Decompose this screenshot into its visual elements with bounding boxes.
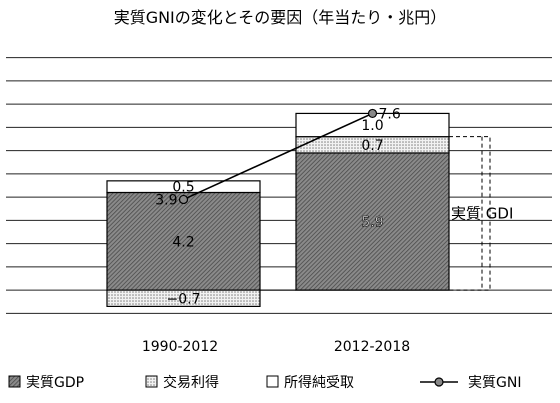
bars (106, 112, 450, 307)
gni-point (178, 194, 189, 205)
gni-line (178, 108, 378, 205)
data-label-income: 1.0 (361, 118, 383, 134)
x-tick-label: 1990-2012 (142, 339, 218, 355)
data-label-gdp: 4.2 (172, 234, 194, 250)
data-label-trade: −0.7 (167, 291, 201, 307)
chart-title: 実質GNIの変化とその要因（年当たり・兆円） (114, 8, 447, 27)
legend-label-trade: 交易利得 (163, 374, 219, 391)
bar-segment-gdp (295, 152, 450, 291)
x-tick-label: 2012-2018 (334, 339, 410, 355)
legend-swatch-trade (145, 375, 158, 388)
gni-point (367, 108, 378, 119)
legend-swatch-marker (434, 377, 444, 387)
grid (6, 57, 552, 314)
data-label-trade: 0.7 (361, 138, 383, 154)
data-label-gni: 3.9 (155, 192, 177, 208)
gni-series-line (183, 112, 373, 201)
bar-segment-trade (106, 289, 261, 307)
data-labels: 4.2 5.9 −0.7 0.7 0.5 1.0 3.9 7.6 (155, 106, 401, 307)
legend-label-income: 所得純受取 (284, 374, 354, 391)
legend: 実質GDP 交易利得 所得純受取 実質GNI (8, 374, 521, 391)
data-label-income: 0.5 (172, 180, 194, 196)
legend-swatch-income (266, 375, 279, 388)
gdi-annotation: 実質 GDI (449, 136, 513, 291)
legend-label-gdp: 実質GDP (26, 375, 84, 391)
bar-segment-income (106, 180, 261, 194)
bar-segment-gdp (106, 191, 261, 291)
data-label-gni: 7.6 (379, 106, 401, 122)
data-label-gdp: 5.9 (361, 215, 383, 231)
legend-label-line: 実質GNI (468, 375, 521, 391)
legend-swatch-gdp (8, 375, 21, 388)
gdi-label: 実質 GDI (451, 204, 513, 222)
